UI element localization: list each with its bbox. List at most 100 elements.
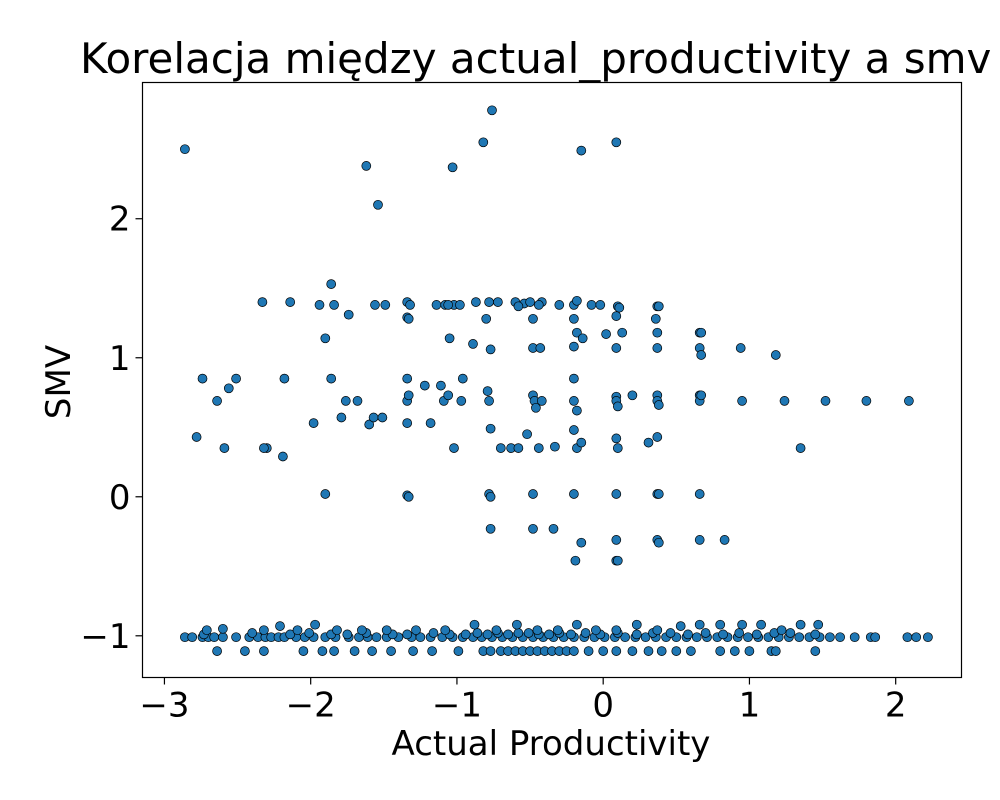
data-point [535, 343, 546, 353]
data-point [364, 419, 375, 430]
data-point [528, 523, 538, 534]
data-point [528, 489, 538, 499]
data-point [691, 632, 702, 643]
data-point [569, 425, 579, 435]
data-point [653, 301, 664, 312]
data-point [612, 401, 623, 412]
data-point [743, 632, 753, 643]
data-point [785, 628, 796, 638]
data-point [326, 279, 337, 289]
data-point [485, 491, 496, 502]
data-point [468, 339, 478, 349]
data-point [595, 300, 606, 310]
data-point [370, 300, 380, 310]
data-point [402, 418, 413, 428]
data-point [904, 396, 914, 406]
y-tick-label: −1 [80, 617, 130, 657]
data-point [472, 628, 483, 638]
data-point [218, 632, 228, 643]
data-point [611, 433, 622, 444]
data-point [259, 646, 269, 656]
data-point [201, 625, 212, 636]
y-axis-ticks: −1 0 1 2 [80, 200, 143, 657]
data-point [729, 646, 740, 656]
data-point [572, 327, 582, 338]
data-point [611, 137, 622, 148]
data-point [737, 396, 747, 406]
data-point [531, 402, 541, 413]
data-point [455, 300, 465, 310]
data-point [620, 632, 630, 643]
data-point [495, 443, 506, 453]
data-point [744, 646, 755, 656]
data-point [403, 390, 414, 401]
y-tick-label: 1 [109, 339, 131, 379]
data-point [576, 145, 587, 156]
y-tick-label: 0 [109, 478, 131, 518]
data-point [336, 412, 347, 423]
data-point [715, 646, 726, 656]
data-point [533, 443, 544, 453]
data-point [317, 646, 328, 656]
data-point [329, 300, 339, 310]
data-point [700, 628, 711, 638]
data-point [449, 443, 459, 453]
y-tick-label: 2 [109, 200, 131, 240]
data-point [528, 313, 538, 324]
data-point [285, 297, 296, 307]
data-point [810, 629, 821, 640]
data-point [776, 625, 787, 636]
data-point [536, 396, 547, 406]
data-point [643, 646, 654, 656]
data-point [643, 437, 654, 448]
x-axis-label: Actual Productivity [392, 724, 711, 764]
data-point [447, 162, 458, 173]
data-point [533, 300, 544, 310]
data-point [611, 625, 622, 636]
data-point [617, 327, 628, 338]
data-point [402, 629, 413, 640]
data-point [481, 313, 492, 324]
data-point [572, 295, 582, 306]
data-point [326, 373, 337, 384]
data-point [485, 423, 496, 434]
data-point [275, 621, 285, 631]
data-point [694, 535, 705, 545]
data-point [411, 625, 421, 636]
data-point [611, 343, 622, 353]
data-point [627, 646, 638, 656]
data-point [219, 443, 230, 453]
data-point [380, 300, 391, 310]
data-point [653, 400, 664, 410]
data-point [513, 628, 524, 638]
data-point [835, 632, 845, 643]
data-point [849, 632, 860, 643]
data-point [794, 632, 805, 643]
data-point [285, 629, 296, 640]
data-point [292, 625, 303, 636]
data-point [548, 523, 559, 534]
data-point [576, 437, 587, 448]
data-point [652, 327, 663, 338]
data-point [361, 161, 372, 171]
data-point [715, 619, 726, 630]
data-point [320, 489, 331, 499]
plot-frame [141, 81, 963, 679]
data-point [471, 297, 481, 307]
data-point [554, 300, 565, 310]
data-point [665, 628, 676, 638]
data-point [485, 523, 496, 534]
chart-title: Korelacja między actual_productivity a s… [80, 34, 991, 83]
data-point [482, 629, 493, 640]
data-point [187, 632, 198, 643]
data-point [240, 646, 250, 656]
y-axis-label: SMV [39, 345, 79, 419]
data-point [386, 646, 396, 656]
data-point [550, 441, 560, 452]
data-point [259, 443, 269, 453]
data-point [218, 623, 228, 634]
data-point [231, 632, 241, 643]
data-point [770, 646, 781, 656]
data-point [427, 646, 437, 656]
